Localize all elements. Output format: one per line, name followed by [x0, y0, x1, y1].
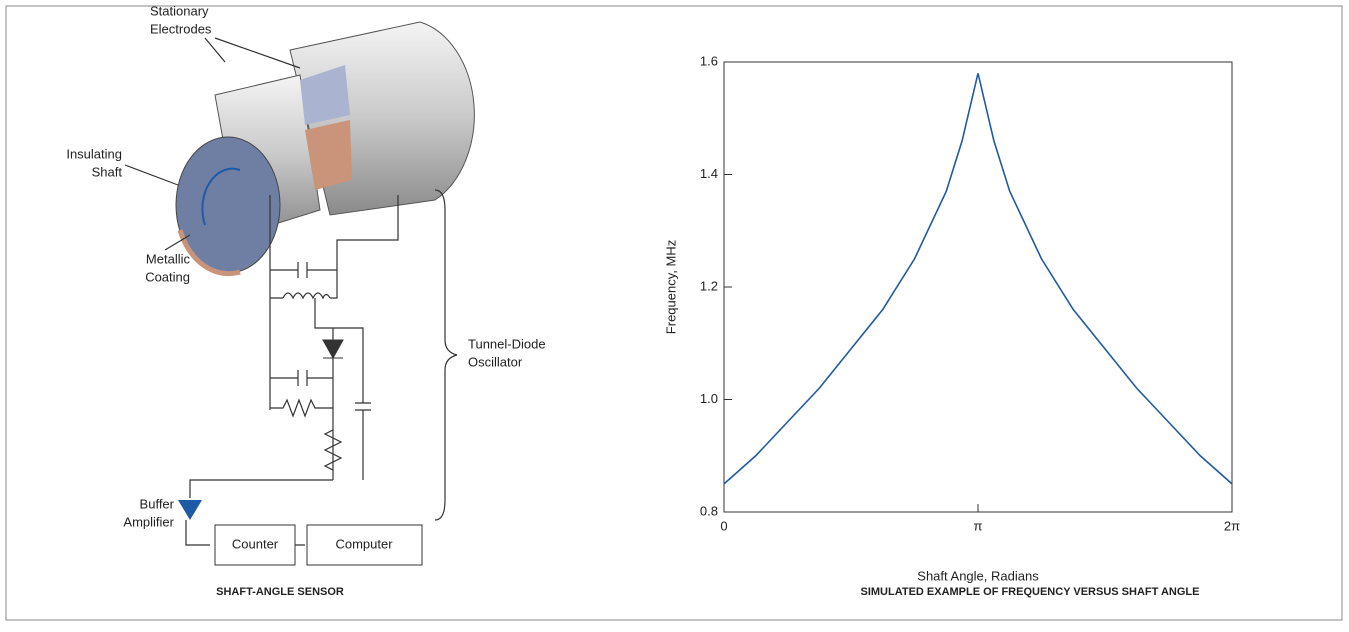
- label: Shaft: [92, 164, 123, 179]
- box-label: Computer: [335, 536, 393, 551]
- label: Electrodes: [150, 21, 212, 36]
- label: Insulating: [66, 146, 122, 161]
- x-tick-label: 0: [720, 518, 727, 533]
- box-label: Counter: [232, 536, 279, 551]
- y-tick-label: 0.8: [700, 503, 718, 518]
- label: Tunnel-Diode: [468, 336, 546, 351]
- data-line: [723, 73, 1233, 485]
- chart: Shaft Angle, Radians Frequency, MHz SIMU…: [663, 53, 1240, 597]
- circuit-wires: [185, 189, 458, 546]
- tunnel-diode: [322, 339, 344, 360]
- coating-edge: [177, 229, 241, 277]
- label: Buffer: [140, 496, 175, 511]
- shaft-band: [300, 65, 350, 125]
- leader: [124, 164, 179, 186]
- y-tick-label: 1.6: [700, 53, 718, 68]
- y-tick-label: 1.2: [700, 278, 718, 293]
- counter-box: [214, 524, 296, 566]
- rotation-arrow: [201, 167, 241, 226]
- caption: SIMULATED EXAMPLE OF FREQUENCY VERSUS SH…: [861, 586, 1200, 598]
- computer-box: [306, 524, 423, 566]
- frame: [5, 5, 1343, 621]
- y-tick-label: 1.4: [700, 166, 718, 181]
- leader: [204, 37, 301, 69]
- coating-band: [305, 120, 352, 190]
- label: Stationary: [150, 3, 209, 18]
- sensor-diagram: Stationary Electrodes Insulating Shaft M…: [66, 3, 545, 597]
- x-axis-label: Shaft Angle, Radians: [917, 568, 1039, 583]
- buffer-amplifier: [178, 500, 202, 520]
- y-tick-label: 1.0: [700, 391, 718, 406]
- x-tick-label: π: [974, 518, 983, 533]
- label: Coating: [145, 269, 190, 284]
- x-tick-label: 2π: [1224, 518, 1240, 533]
- leader: [164, 234, 191, 251]
- label: Oscillator: [468, 354, 523, 369]
- y-axis-label: Frequency, MHz: [663, 240, 678, 334]
- label: Metallic: [146, 251, 191, 266]
- label: Amplifier: [123, 514, 174, 529]
- caption: SHAFT-ANGLE SENSOR: [216, 586, 344, 598]
- plot-frame: [723, 61, 1233, 513]
